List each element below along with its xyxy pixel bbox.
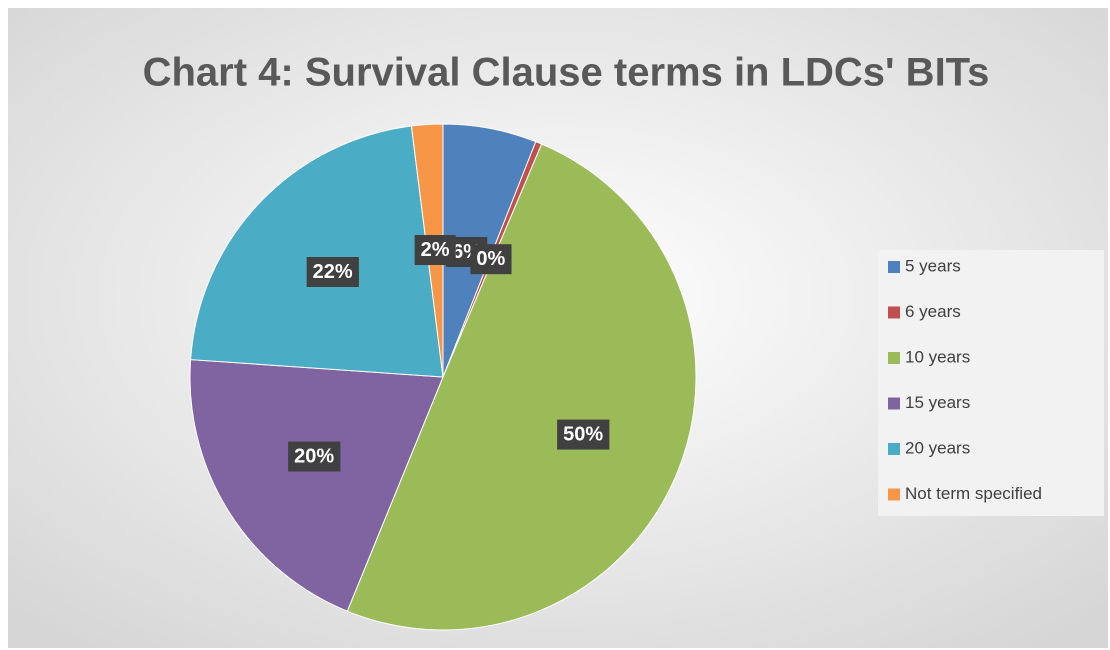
data-label: 50% bbox=[557, 419, 610, 450]
legend-swatch bbox=[888, 261, 900, 273]
data-label-text: 0% bbox=[476, 248, 505, 270]
data-label-box bbox=[306, 257, 359, 288]
legend-label: Not term specified bbox=[905, 484, 1042, 503]
pie-slice bbox=[189, 359, 444, 612]
data-label-box bbox=[557, 419, 610, 450]
legend-label: 6 years bbox=[905, 302, 961, 321]
data-label-text: 50% bbox=[563, 424, 603, 446]
chart-title: Chart 4: Survival Clause terms in LDCs' … bbox=[143, 51, 990, 95]
legend-swatch bbox=[888, 443, 900, 455]
data-label-text: 22% bbox=[313, 261, 353, 283]
legend-box bbox=[878, 250, 1104, 516]
data-label-box bbox=[414, 235, 456, 266]
data-label: 22% bbox=[306, 257, 359, 288]
data-label-box bbox=[288, 441, 341, 472]
legend-swatch bbox=[888, 352, 900, 364]
legend-label: 15 years bbox=[905, 393, 970, 412]
data-label: 20% bbox=[288, 441, 341, 472]
data-label: 0% bbox=[470, 244, 512, 275]
legend-swatch bbox=[888, 488, 900, 501]
data-label-text: 20% bbox=[294, 446, 334, 468]
pie-slice bbox=[346, 143, 697, 631]
legend-label: 5 years bbox=[905, 256, 961, 275]
legend-swatch bbox=[888, 397, 900, 410]
pie-slice bbox=[190, 125, 444, 378]
legend-label: 10 years bbox=[905, 347, 970, 366]
data-label: 2% bbox=[414, 235, 456, 266]
legend-swatch bbox=[888, 306, 900, 319]
data-label-text: 2% bbox=[421, 239, 450, 261]
data-label-box bbox=[470, 244, 512, 275]
legend-label: 20 years bbox=[905, 438, 970, 457]
